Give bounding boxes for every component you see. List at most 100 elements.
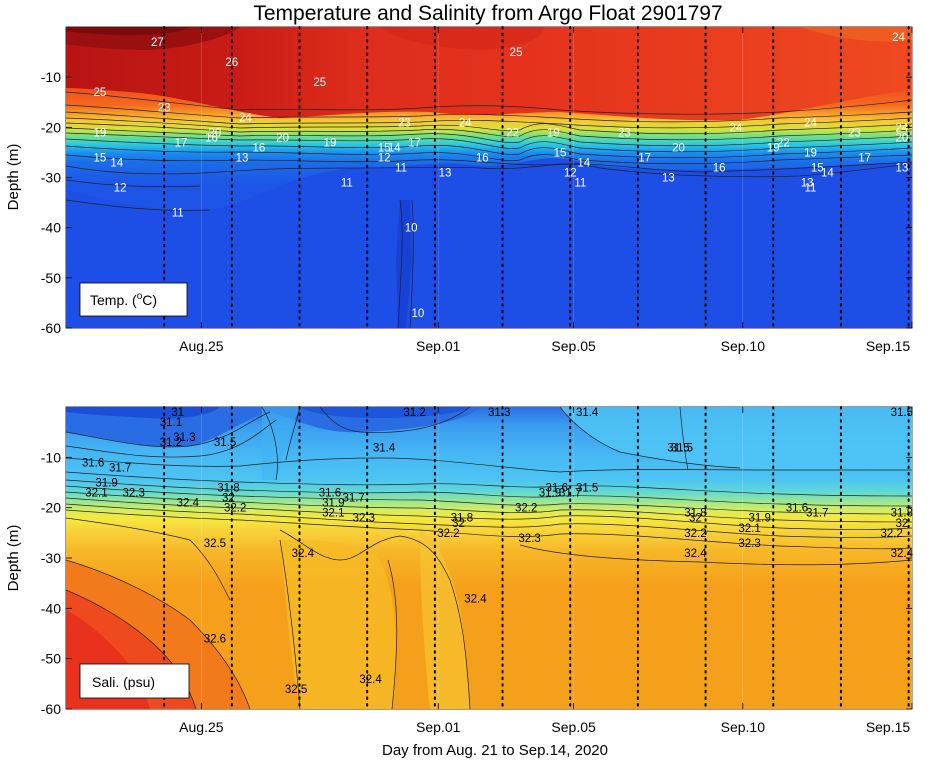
salinity-x-ticks: Aug.25 Sep.01 Sep.05 Sep.10 Sep.15 (179, 407, 913, 735)
temperature-contour-label: 20 (276, 132, 289, 144)
salinity-contour-label: 32.2 (684, 528, 706, 540)
temperature-field (66, 27, 912, 328)
salinity-contour-label: 32.1 (85, 488, 107, 500)
figure-title: Temperature and Salinity from Argo Float… (253, 2, 722, 25)
temperature-x-tick-label: Sep.15 (866, 338, 911, 354)
svg-text:Temp. (oC): Temp. (oC) (90, 291, 157, 308)
temperature-x-ticks: Aug.25 Sep.01 Sep.05 Sep.10 Sep.15 (179, 27, 913, 354)
salinity-contour-label: 32.2 (881, 528, 903, 540)
salinity-contour-label: 31.2 (160, 437, 182, 449)
temperature-contour-label: 14 (388, 142, 401, 154)
temperature-contour-label: 24 (804, 117, 817, 129)
salinity-contour-label: 31.5 (671, 442, 693, 454)
temperature-legend-degree: o (137, 291, 143, 302)
temperature-contour-label: 11 (395, 162, 407, 174)
salinity-contour-label: 31.9 (749, 513, 771, 525)
x-axis-label: Day from Aug. 21 to Sep.14, 2020 (382, 742, 608, 759)
salinity-contour-label: 31.2 (403, 407, 425, 419)
temperature-contour-label: 26 (225, 57, 238, 69)
temperature-contour-label: 24 (239, 112, 252, 124)
salinity-contour-label: 32.4 (684, 548, 707, 560)
temperature-contour-label: 27 (151, 37, 164, 49)
salinity-contour-label: 31.8 (891, 508, 913, 520)
salinity-contour-label: 31.3 (488, 407, 510, 419)
temperature-y-axis-label: Depth (m) (5, 144, 22, 211)
temperature-contour-label: 24 (730, 122, 743, 134)
salinity-y-tick-label: -30 (41, 550, 61, 566)
temperature-contour-label: 19 (804, 147, 817, 159)
temperature-y-ticks: -10 -20 -30 -40 -50 -60 (41, 69, 912, 336)
temperature-contour-label: 15 (554, 147, 567, 159)
temperature-contour-label: 25 (93, 87, 106, 99)
salinity-contour-label: 31.6 (786, 503, 808, 515)
salinity-contour-label: 31.6 (545, 483, 567, 495)
salinity-contour-label: 31.9 (322, 498, 344, 510)
salinity-contour-label: 32 (452, 518, 465, 530)
salinity-field (66, 407, 912, 709)
temperature-contour-label: 20 (672, 142, 685, 154)
salinity-contour-label: 31 (171, 407, 184, 419)
temperature-contour-label: 23 (158, 102, 171, 114)
salinity-y-tick-label: -60 (41, 701, 61, 717)
salinity-contour-label: 32.2 (437, 528, 459, 540)
temperature-contour-label: 13 (801, 178, 814, 190)
salinity-contour-label: 32.3 (738, 538, 760, 550)
salinity-contour-label: 32.4 (464, 593, 487, 605)
salinity-contour-label: 32.3 (353, 513, 375, 525)
temperature-contour-label: 14 (110, 157, 123, 169)
temperature-contour-label: 16 (476, 152, 489, 164)
temperature-contour-label: 17 (408, 137, 421, 149)
temperature-x-tick-label: Sep.05 (551, 338, 596, 354)
temperature-contour-label: 16 (713, 162, 726, 174)
temperature-x-tick-label: Aug.25 (179, 338, 224, 354)
temperature-y-tick-label: -50 (41, 270, 61, 286)
temperature-contour-label: 12 (114, 183, 127, 195)
salinity-contour-label: 32 (895, 518, 908, 530)
temperature-contour-label: 17 (175, 137, 188, 149)
salinity-contour-label: 32.1 (322, 508, 344, 520)
temperature-contour-label: 20 (895, 132, 908, 144)
temperature-contour-label: 22 (777, 137, 790, 149)
salinity-contour-label: 31.8 (684, 508, 706, 520)
temperature-x-tick-label: Sep.01 (416, 338, 461, 354)
temperature-contour-label: 20 (208, 127, 221, 139)
temperature-y-tick-label: -60 (41, 320, 61, 336)
temperature-contour-label: 15 (93, 152, 106, 164)
salinity-y-ticks: -10 -20 -30 -40 -50 -60 (41, 449, 912, 717)
temperature-contour-label: 19 (547, 127, 560, 139)
temperature-contour-label: 13 (895, 162, 908, 174)
temperature-contour-label: 19 (324, 137, 337, 149)
salinity-y-tick-label: -20 (41, 500, 61, 516)
temperature-contour-label: 14 (821, 167, 834, 179)
temperature-contour-label: 19 (767, 142, 780, 154)
temperature-contour-label: 24 (895, 122, 908, 134)
salinity-contour-label: 31.8 (217, 483, 239, 495)
salinity-contour-label: 32.2 (515, 503, 537, 515)
salinity-contour-label: 32.4 (359, 674, 382, 686)
salinity-contour-label: 31.5 (667, 442, 689, 454)
salinity-contour-label: 31.5 (576, 483, 598, 495)
salinity-contour-label: 31.9 (95, 478, 117, 490)
temperature-contour-label: 25 (313, 77, 326, 89)
salinity-x-tick-label: Aug.25 (179, 719, 224, 735)
salinity-contour-label: 32.5 (204, 538, 226, 550)
salinity-contour-label: 31.3 (173, 432, 195, 444)
salinity-x-tick-label: Sep.01 (416, 719, 461, 735)
salinity-x-tick-label: Sep.10 (721, 719, 766, 735)
salinity-contour-label: 31.7 (559, 488, 581, 500)
temperature-contour-label: 15 (378, 142, 391, 154)
temperature-contour-label: 19 (93, 127, 106, 139)
salinity-contour-label: 31.5 (214, 437, 236, 449)
salinity-contour-label: 32 (689, 513, 702, 525)
salinity-contour-label: 32.2 (224, 503, 246, 515)
salinity-contour-label: 32.5 (285, 684, 307, 696)
salinity-y-tick-label: -40 (41, 600, 61, 616)
salinity-contour-label: 31.9 (539, 488, 561, 500)
salinity-legend: Sali. (psu) (79, 663, 190, 699)
salinity-contour-label: 31.7 (109, 462, 131, 474)
temperature-contour-label: 24 (459, 117, 472, 129)
temperature-contour-label: 16 (252, 142, 265, 154)
